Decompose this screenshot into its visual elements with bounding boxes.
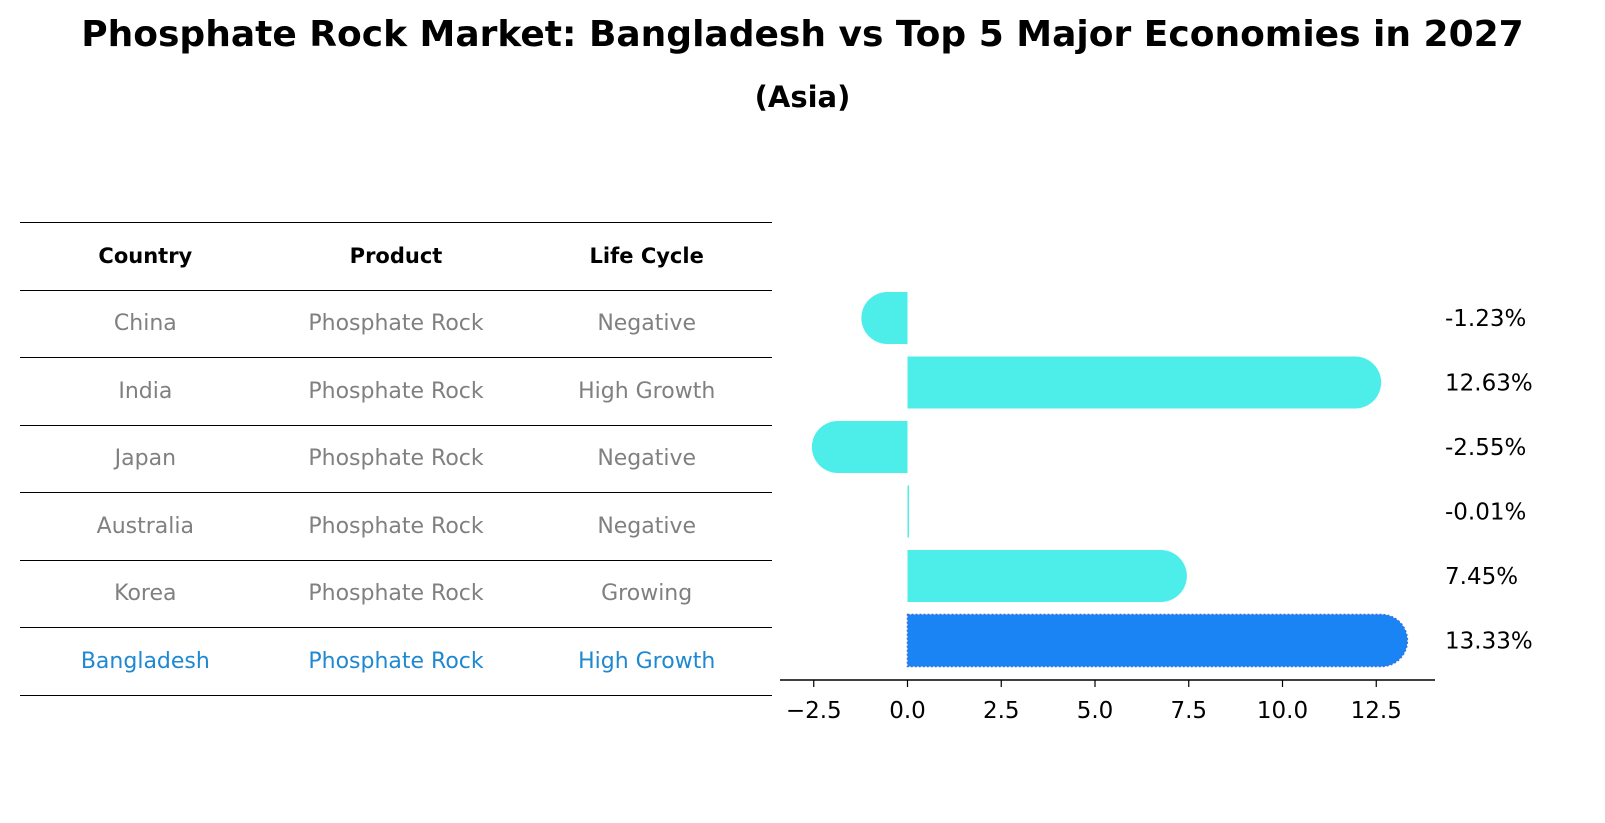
x-tick-label: 10.0 <box>1257 698 1308 724</box>
cell-life-cycle: Growing <box>601 581 693 607</box>
table-row: Japan Phosphate Rock Negative <box>20 426 772 493</box>
value-label: 12.63% <box>1445 371 1533 397</box>
cell-life-cycle: High Growth <box>578 648 716 674</box>
x-tick-label: 0.0 <box>889 698 926 724</box>
table-row: Australia Phosphate Rock Negative <box>20 493 772 561</box>
table-header-row: Country Product Life Cycle <box>20 222 772 291</box>
value-label: -0.01% <box>1445 500 1526 526</box>
cell-life-cycle: Negative <box>597 513 697 539</box>
x-tick-label: −2.5 <box>786 698 842 724</box>
cell-product: Phosphate Rock <box>308 311 484 337</box>
bar <box>907 550 1187 602</box>
cell-life-cycle: High Growth <box>578 378 716 404</box>
cell-product: Phosphate Rock <box>308 378 484 404</box>
x-tick-label: 7.5 <box>1170 698 1207 724</box>
x-tick-label: 5.0 <box>1077 698 1114 724</box>
cell-product: Phosphate Rock <box>308 446 484 472</box>
cell-product: Phosphate Rock <box>308 648 484 674</box>
cell-country: India <box>118 378 173 404</box>
bar <box>907 485 909 538</box>
bar-chart: -1.23% 12.63% -2.55% -0.01% 7.45% 13.33% −2.5 0… <box>780 292 1533 724</box>
header-country: Country <box>98 244 193 269</box>
header-life-cycle: Life Cycle <box>589 244 704 269</box>
cell-product: Phosphate Rock <box>308 513 484 539</box>
table-row: China Phosphate Rock Negative <box>20 291 772 358</box>
cell-country: Japan <box>114 446 177 472</box>
value-label: 13.33% <box>1445 629 1533 655</box>
table-row-highlight: Bangladesh Phosphate Rock High Growth <box>20 628 772 696</box>
cell-life-cycle: Negative <box>597 311 697 337</box>
x-tick-label: 2.5 <box>983 698 1020 724</box>
data-table: Country Product Life Cycle China Phospha… <box>20 222 772 696</box>
cell-product: Phosphate Rock <box>308 581 484 607</box>
value-label: 7.45% <box>1445 564 1518 590</box>
cell-country: Bangladesh <box>80 648 210 674</box>
table-row: India Phosphate Rock High Growth <box>20 358 772 426</box>
bar <box>861 292 908 344</box>
x-tick-label: 12.5 <box>1351 698 1402 724</box>
cell-life-cycle: Negative <box>597 446 697 472</box>
value-label: -1.23% <box>1445 306 1526 332</box>
cell-country: Australia <box>96 513 194 539</box>
value-label: -2.55% <box>1445 435 1526 461</box>
bar <box>811 421 908 473</box>
bar <box>907 356 1382 409</box>
bar-highlight <box>906 613 1409 668</box>
cell-country: Korea <box>114 581 177 607</box>
header-product: Product <box>349 244 443 269</box>
cell-country: China <box>113 311 177 337</box>
chart-subtitle: (Asia) <box>754 80 851 114</box>
chart-title: Phosphate Rock Market: Bangladesh vs Top… <box>81 14 1524 55</box>
table-row: Korea Phosphate Rock Growing <box>20 561 772 628</box>
